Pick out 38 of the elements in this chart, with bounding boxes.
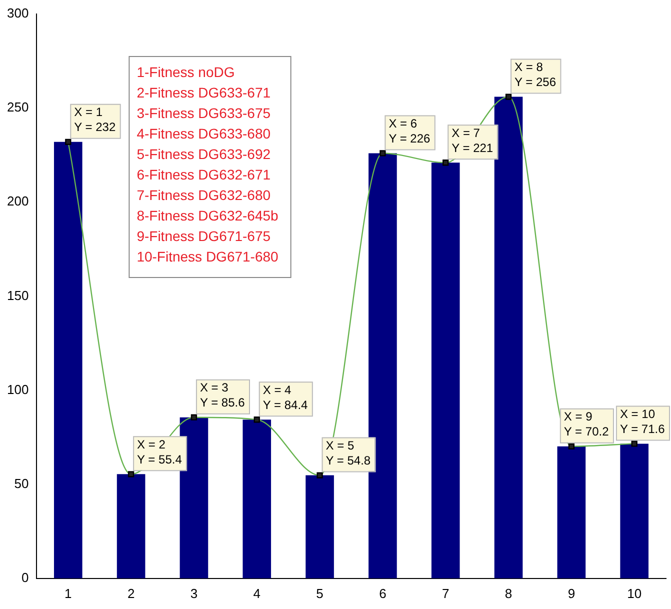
x-tick-label: 4 bbox=[253, 586, 260, 601]
annotation: X = 3 Y = 85.6 bbox=[200, 380, 246, 410]
x-tick-label: 2 bbox=[127, 586, 135, 601]
bar bbox=[54, 142, 82, 578]
bar bbox=[306, 475, 334, 578]
bar bbox=[431, 162, 460, 578]
annotation: X = 4 Y = 84.4 bbox=[262, 382, 308, 412]
annotation: X = 7 Y = 221 bbox=[452, 126, 494, 155]
bar bbox=[557, 446, 586, 578]
bar bbox=[116, 474, 146, 578]
bar bbox=[242, 420, 272, 578]
x-tick-label: 8 bbox=[504, 586, 512, 601]
x-tick-label: 9 bbox=[568, 586, 576, 601]
x-tick-label: 6 bbox=[379, 586, 386, 601]
annotation: X = 1 Y = 232 bbox=[74, 105, 116, 134]
y-tick-label: 50 bbox=[14, 476, 29, 491]
y-tick-label: 250 bbox=[6, 100, 29, 115]
x-tick-label: 5 bbox=[316, 586, 324, 601]
x-tick-label: 10 bbox=[627, 586, 642, 601]
bar bbox=[368, 153, 397, 578]
annotation: X = 5 Y = 54.8 bbox=[326, 438, 371, 468]
bar bbox=[180, 417, 208, 578]
y-tick-label: 150 bbox=[6, 288, 29, 303]
text: 1-Fitness noDG 2-Fitness DG633-671 3-Fitness DG633-675 4-Fitness DG633-680 5-Fitness DG633-692 6-Fitness DG632-671 7-Fitness DG632-680 8-Fitness DG632-645b 9-Fitness DG671-675 10-Fitness DG671-680 bbox=[136, 64, 278, 264]
y-tick-label: 300 bbox=[6, 6, 29, 21]
x-tick-label: 3 bbox=[190, 586, 198, 601]
x-tick-label: 7 bbox=[442, 586, 450, 601]
bar bbox=[620, 444, 648, 578]
x-tick-label: 1 bbox=[64, 586, 72, 601]
annotation: X = 6 Y = 226 bbox=[388, 116, 431, 146]
y-tick-label: 0 bbox=[21, 570, 29, 585]
bar bbox=[494, 96, 523, 578]
y-tick-label: 100 bbox=[6, 382, 29, 397]
y-tick-label: 200 bbox=[6, 194, 29, 209]
annotation: X = 8 Y = 256 bbox=[514, 60, 556, 90]
annotation: X = 9 Y = 70.2 bbox=[564, 410, 610, 439]
annotation: X = 10 Y = 71.6 bbox=[620, 407, 666, 436]
annotation: X = 2 Y = 55.4 bbox=[137, 437, 182, 466]
